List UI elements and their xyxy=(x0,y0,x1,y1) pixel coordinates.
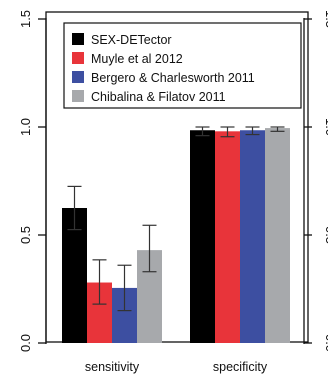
legend-label: Bergero & Charlesworth 2011 xyxy=(91,71,255,85)
category-labels: sensitivity specificity xyxy=(85,360,268,374)
y-tick-label-right: 1.0 xyxy=(323,118,328,136)
bar xyxy=(265,128,290,343)
y-tick-label-right: 1.5 xyxy=(323,10,328,28)
y-tick-label: 0.5 xyxy=(18,226,33,244)
legend-label: Muyle et al 2012 xyxy=(91,52,183,66)
category-label: specificity xyxy=(213,360,268,374)
bars xyxy=(62,126,290,343)
y-tick-label: 1.5 xyxy=(18,10,33,28)
legend-label: Chibalina & Filatov 2011 xyxy=(91,90,226,104)
y-tick-label-right: 0.5 xyxy=(323,226,328,244)
category-label: sensitivity xyxy=(85,360,140,374)
plot-frame xyxy=(45,11,309,343)
legend-swatch xyxy=(72,71,84,83)
bar xyxy=(215,131,240,343)
legend-swatch xyxy=(72,90,84,102)
y-tick-label-right: 0.0 xyxy=(323,334,328,352)
legend-swatch xyxy=(72,33,84,45)
y-tick-label: 0.0 xyxy=(18,334,33,352)
y-tick-label: 1.0 xyxy=(18,118,33,136)
legend-label: SEX-DETector xyxy=(91,33,172,47)
legend-box xyxy=(63,22,302,109)
y-ticks: 0.0 0.0 0.5 0.5 1.0 1.0 1.5 1.5 xyxy=(18,10,328,352)
legend-swatch xyxy=(72,52,84,64)
legend: SEX-DETector Muyle et al 2012 Bergero & Ch… xyxy=(63,22,302,109)
bar xyxy=(62,208,87,343)
bar xyxy=(190,130,215,343)
bar xyxy=(240,130,265,343)
